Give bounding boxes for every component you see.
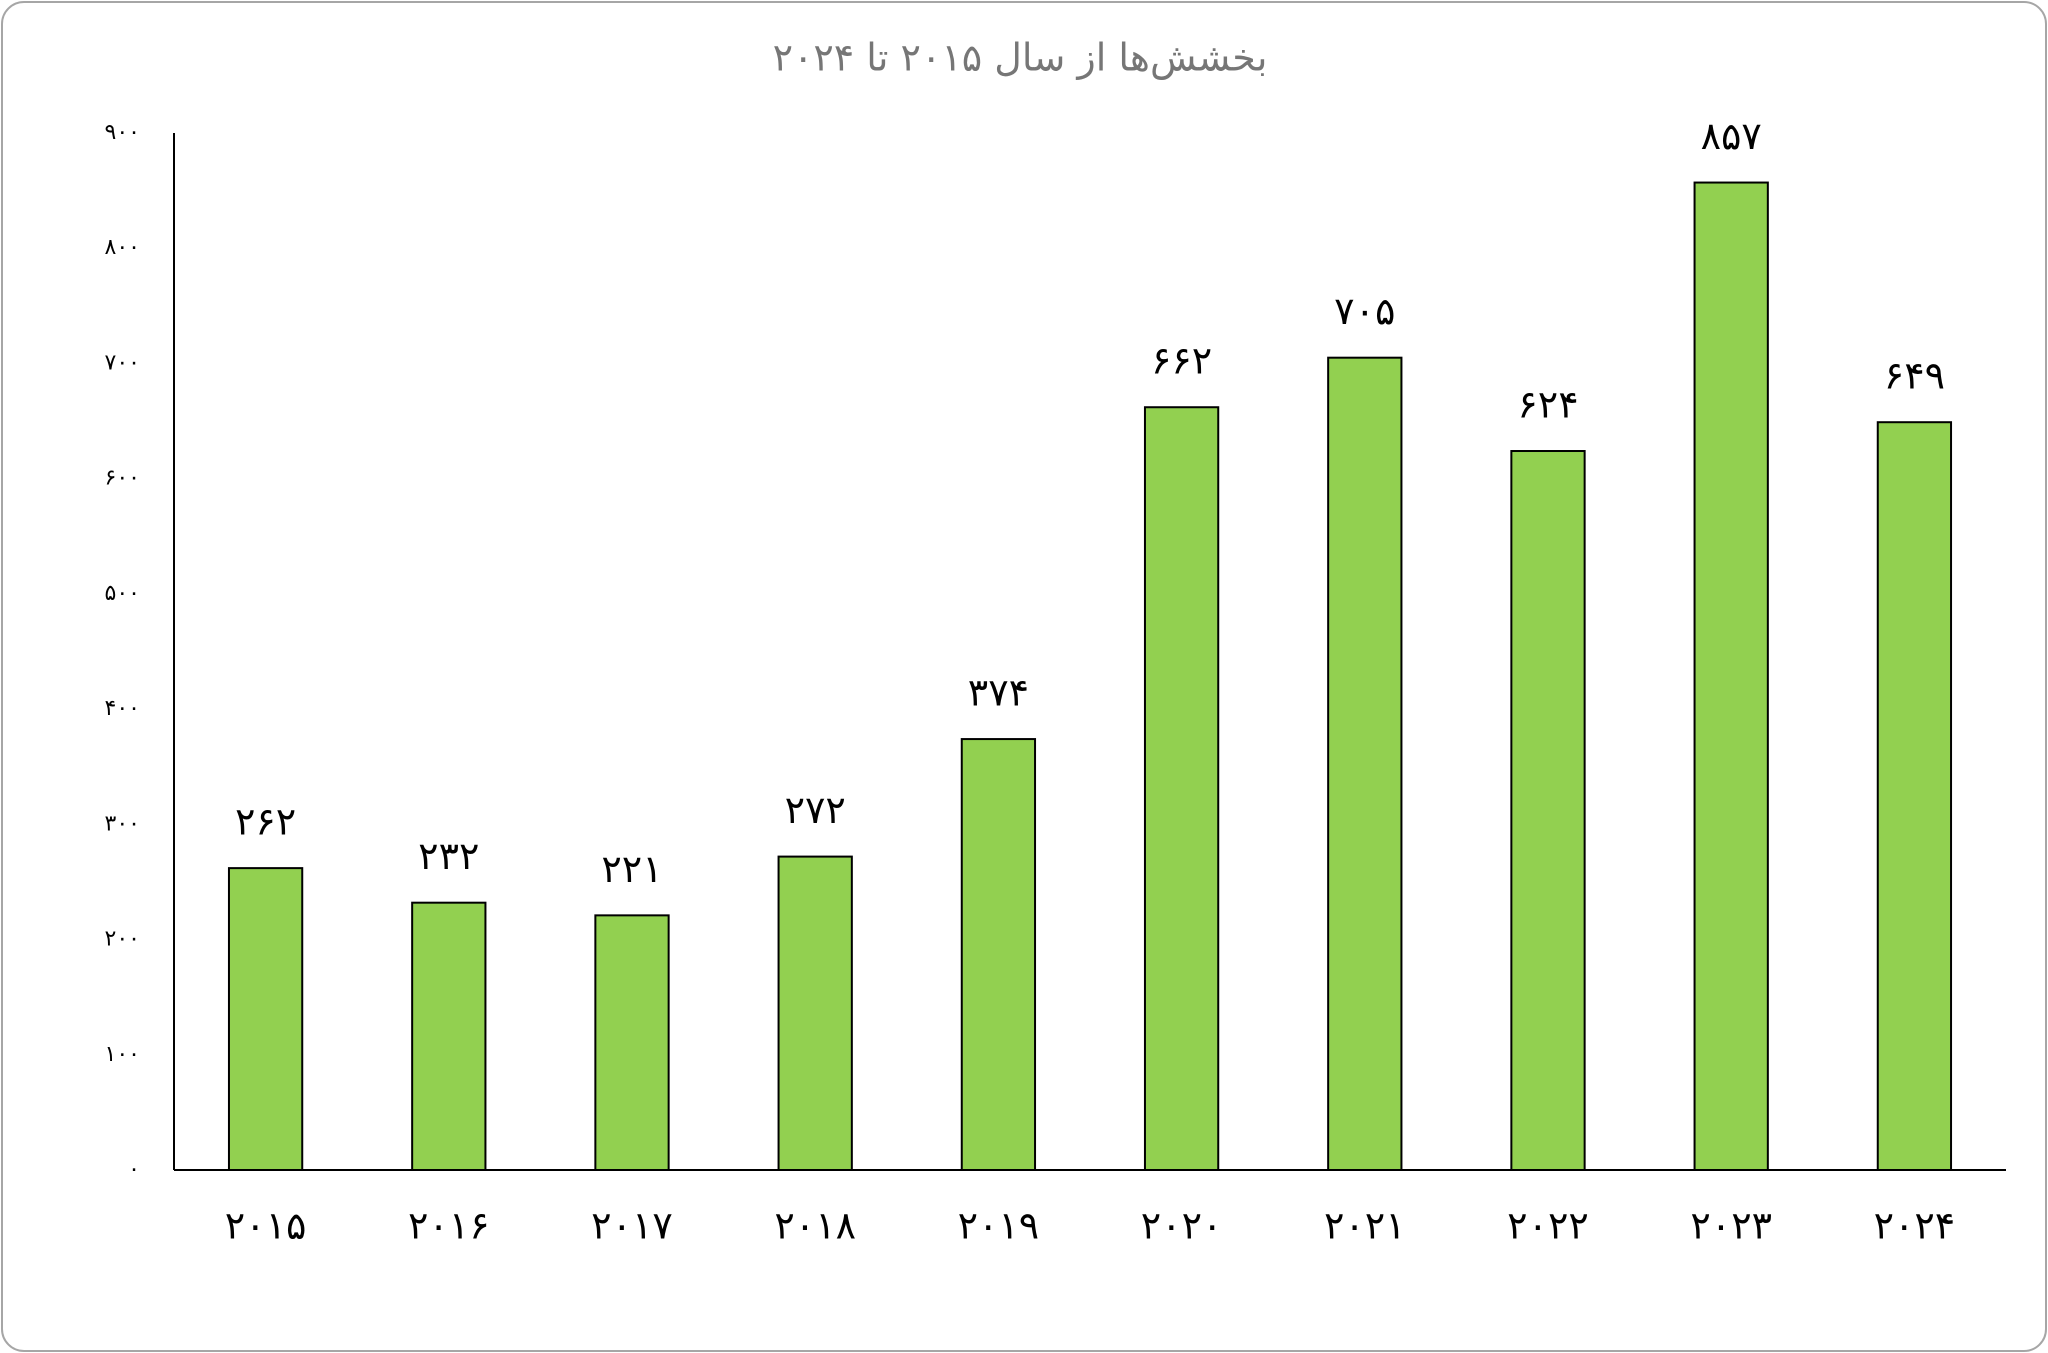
bar	[594, 914, 670, 1171]
data-label: ۳۷۴	[968, 671, 1029, 715]
y-tick-label: ۰	[128, 1157, 140, 1182]
bar	[1327, 356, 1403, 1171]
x-tick-label: ۲۰۱۷	[591, 1204, 673, 1248]
y-tick-label: ۸۰۰	[105, 235, 140, 260]
bar	[227, 867, 304, 1172]
data-label: ۶۲۴	[1517, 383, 1578, 427]
data-label: ۲۳۲	[418, 834, 479, 878]
bar	[777, 855, 853, 1172]
data-label: ۸۵۷	[1701, 114, 1762, 158]
y-tick-label: ۷۰۰	[105, 350, 140, 375]
y-tick-label: ۶۰۰	[105, 466, 140, 491]
data-label: ۲۲۱	[601, 847, 662, 891]
y-tick-label: ۲۰۰	[105, 927, 140, 952]
bar	[1693, 181, 1769, 1172]
y-tick-label: ۵۰۰	[105, 581, 140, 606]
x-tick-label: ۲۰۲۳	[1690, 1204, 1772, 1248]
x-tick-label: ۲۰۱۵	[225, 1204, 307, 1248]
data-label: ۷۰۵	[1334, 289, 1395, 333]
bar	[1143, 406, 1220, 1171]
data-label: ۶۶۲	[1151, 339, 1212, 383]
data-label: ۲۶۲	[235, 800, 296, 844]
x-tick-label: ۲۰۲۰	[1141, 1204, 1223, 1248]
x-tick-label: ۲۰۱۶	[408, 1204, 490, 1248]
bar	[1876, 421, 1953, 1171]
x-tick-label: ۲۰۱۹	[958, 1204, 1040, 1248]
chart-title: بخشش‌ها از سال ۲۰۱۵ تا ۲۰۲۴	[773, 36, 1268, 80]
y-tick-label: ۴۰۰	[105, 696, 140, 721]
x-tick-label: ۲۰۲۴	[1874, 1204, 1956, 1248]
x-tick-label: ۲۰۲۲	[1507, 1204, 1589, 1248]
y-tick-label: ۱۰۰	[105, 1042, 140, 1067]
data-label: ۲۷۲	[785, 788, 846, 832]
bar	[1510, 450, 1586, 1172]
y-tick-label: ۹۰۰	[105, 120, 140, 145]
y-tick-label: ۳۰۰	[105, 811, 140, 836]
x-tick-label: ۲۰۱۸	[774, 1204, 856, 1248]
bar	[411, 901, 487, 1171]
x-tick-label: ۲۰۲۱	[1324, 1204, 1406, 1248]
data-label: ۶۴۹	[1884, 354, 1945, 398]
bar	[960, 738, 1037, 1172]
